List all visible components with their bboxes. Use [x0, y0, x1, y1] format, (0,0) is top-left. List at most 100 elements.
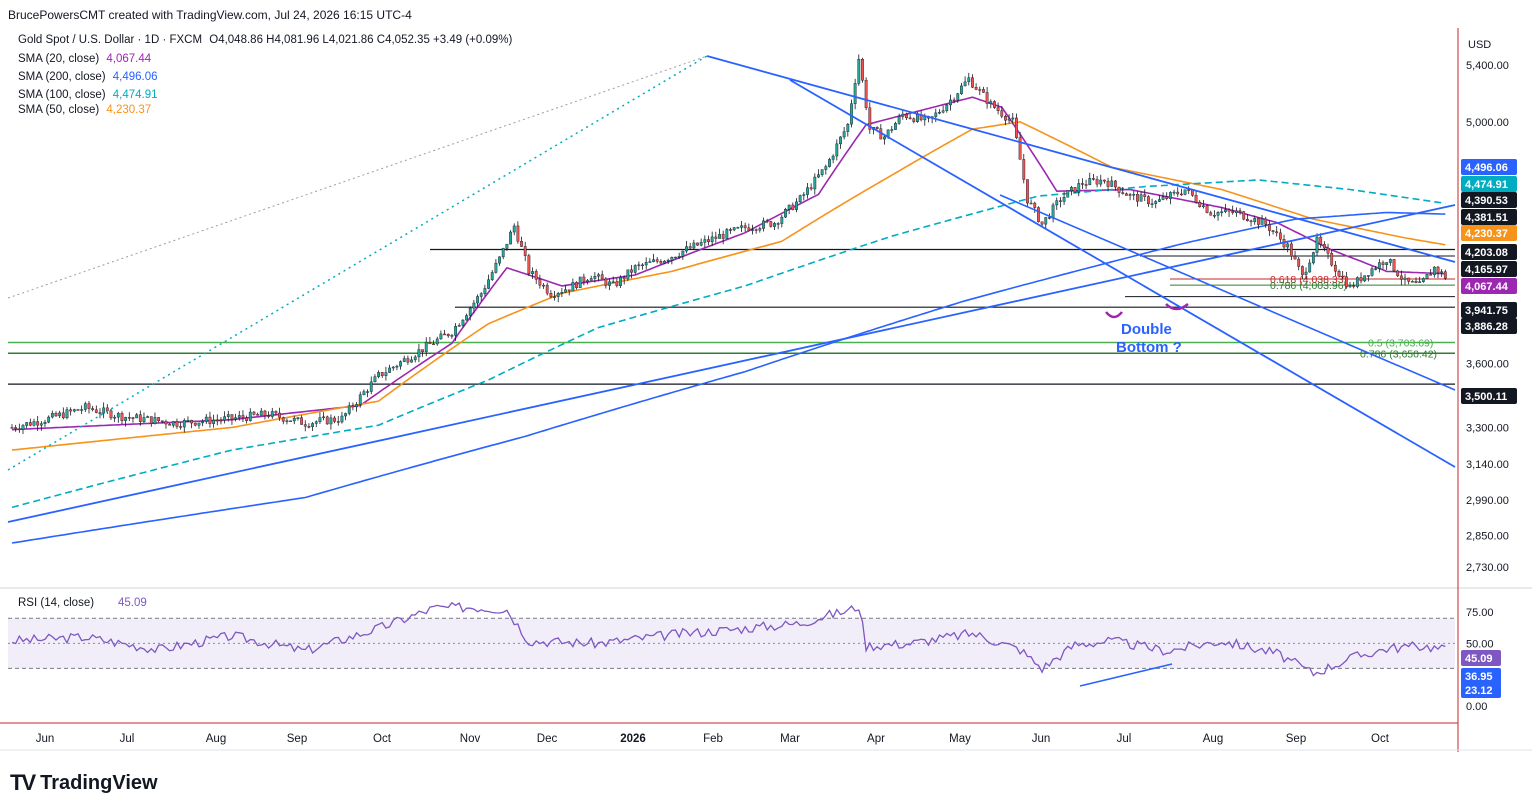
candle	[1238, 207, 1242, 215]
candle	[127, 412, 131, 422]
candle	[80, 405, 84, 415]
candle	[567, 289, 571, 296]
candle	[32, 418, 36, 427]
double-bottom-arc	[1105, 311, 1123, 319]
candle-body	[36, 421, 40, 426]
candle-body	[410, 359, 413, 363]
candle-body	[14, 427, 18, 429]
candle	[1110, 176, 1114, 187]
price-badge: 4,474.91	[1461, 176, 1517, 192]
candle	[512, 223, 516, 236]
candle	[237, 410, 241, 421]
candle-body	[604, 278, 608, 286]
candle	[974, 83, 978, 91]
candle-body	[725, 229, 729, 239]
candle	[91, 405, 95, 412]
candle	[17, 423, 21, 433]
candle	[362, 389, 366, 396]
candle-body	[138, 414, 142, 422]
candle	[718, 228, 721, 239]
trend-line	[7, 55, 708, 299]
candle-body	[1432, 266, 1436, 275]
candle	[1286, 240, 1290, 253]
sma-line	[11, 211, 1446, 544]
legend-sma100[interactable]: SMA (100, close) 4,474.91	[18, 89, 158, 101]
candle-body	[435, 338, 439, 345]
candle	[751, 224, 754, 235]
candle-body	[1330, 253, 1334, 266]
time-axis-label: Apr	[867, 733, 885, 745]
candle	[1011, 112, 1015, 125]
candle-body	[740, 225, 743, 228]
candle-body	[417, 349, 421, 358]
candle	[1179, 188, 1183, 196]
candle	[373, 374, 377, 383]
candle	[406, 355, 410, 365]
candle-body	[245, 417, 249, 421]
candle-body	[1121, 192, 1125, 194]
candle-body	[575, 282, 578, 288]
candle-body	[289, 420, 293, 422]
fib-label: 0.618 (4,038.33)	[1270, 274, 1347, 286]
candle-body	[17, 428, 21, 430]
candle-body	[1227, 209, 1231, 212]
candle-body	[1132, 194, 1136, 196]
candle-body	[1092, 178, 1095, 180]
candle-body	[875, 127, 879, 129]
candle	[1414, 277, 1418, 284]
candle-body	[483, 288, 487, 294]
candle-body	[267, 415, 271, 417]
candle	[688, 242, 692, 249]
candle	[754, 228, 758, 234]
candle-body	[952, 99, 956, 102]
candle	[674, 256, 677, 259]
candle-body	[47, 416, 51, 423]
candle	[494, 259, 498, 274]
candle-body	[582, 276, 586, 282]
candle	[1136, 191, 1139, 207]
candle	[685, 241, 688, 254]
candle-body	[263, 410, 267, 416]
candle-body	[127, 417, 131, 419]
candle	[428, 336, 432, 345]
candle-body	[1172, 191, 1176, 194]
candle-body	[681, 250, 685, 257]
candle	[358, 391, 362, 408]
price-badge-bg	[1461, 261, 1517, 277]
candle-body	[655, 259, 659, 262]
price-badge-bg	[1461, 278, 1517, 294]
legend-sma50[interactable]: SMA (50, close) 4,230.37	[18, 104, 151, 116]
candle	[1158, 195, 1161, 203]
candle	[182, 418, 186, 433]
candle	[1117, 186, 1121, 198]
candle	[366, 389, 369, 398]
legend-sma20[interactable]: SMA (20, close) 4,067.44	[18, 53, 151, 65]
price-badge-bg	[1461, 225, 1517, 241]
candle-body	[476, 296, 479, 304]
candle	[333, 415, 336, 424]
candle-body	[465, 315, 468, 321]
trend-line	[7, 204, 1456, 523]
candle	[314, 420, 318, 428]
trend-line	[999, 194, 1456, 391]
candle	[109, 408, 113, 421]
tradingview-brand[interactable]: TV TradingView	[10, 770, 158, 796]
candle	[516, 221, 520, 244]
legend-sma200[interactable]: SMA (200, close) 4,496.06	[18, 71, 158, 83]
candle	[725, 227, 729, 239]
candle-body	[985, 92, 989, 104]
candle	[1066, 190, 1070, 198]
candle	[380, 372, 384, 378]
candle	[901, 110, 905, 120]
time-axis-label: Mar	[780, 733, 800, 745]
candle-body	[1099, 179, 1103, 185]
candle	[369, 376, 373, 395]
candle	[963, 76, 967, 87]
candle	[817, 169, 820, 179]
candle	[311, 422, 314, 432]
sma50-value: 4,230.37	[106, 104, 152, 116]
candle	[1337, 269, 1341, 277]
candle	[531, 267, 534, 279]
candle-body	[1319, 236, 1323, 245]
